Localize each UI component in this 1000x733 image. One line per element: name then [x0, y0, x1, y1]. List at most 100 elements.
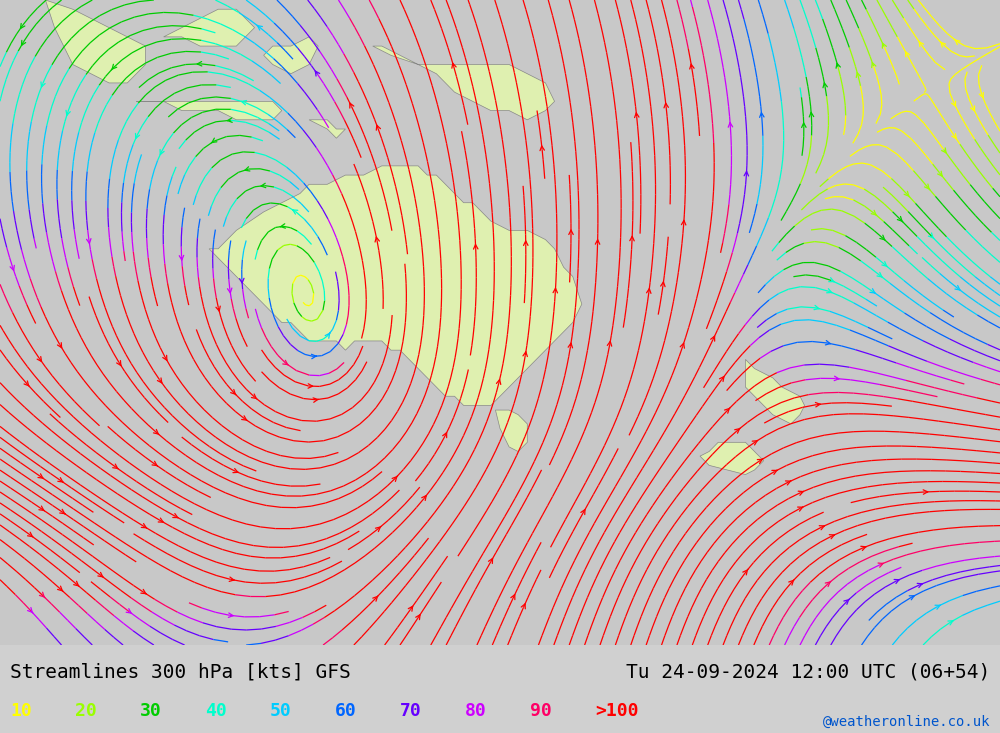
FancyArrowPatch shape	[952, 133, 956, 139]
FancyArrowPatch shape	[22, 40, 26, 45]
Polygon shape	[264, 37, 318, 74]
FancyArrowPatch shape	[829, 278, 834, 281]
FancyArrowPatch shape	[98, 572, 103, 578]
FancyArrowPatch shape	[173, 514, 178, 517]
FancyArrowPatch shape	[827, 289, 832, 292]
FancyArrowPatch shape	[772, 470, 777, 474]
FancyArrowPatch shape	[877, 273, 883, 278]
FancyArrowPatch shape	[20, 23, 25, 29]
FancyArrowPatch shape	[942, 148, 946, 152]
FancyArrowPatch shape	[233, 468, 238, 473]
FancyArrowPatch shape	[241, 100, 247, 105]
FancyArrowPatch shape	[909, 595, 915, 600]
FancyArrowPatch shape	[789, 580, 794, 585]
FancyArrowPatch shape	[630, 236, 634, 241]
FancyArrowPatch shape	[41, 82, 45, 87]
Text: Streamlines 300 hPa [kts] GFS: Streamlines 300 hPa [kts] GFS	[10, 663, 351, 682]
Polygon shape	[495, 410, 527, 452]
FancyArrowPatch shape	[870, 289, 876, 293]
FancyArrowPatch shape	[242, 416, 247, 421]
FancyArrowPatch shape	[744, 172, 749, 176]
FancyArrowPatch shape	[293, 210, 298, 214]
FancyArrowPatch shape	[690, 65, 694, 69]
FancyArrowPatch shape	[113, 464, 118, 469]
FancyArrowPatch shape	[829, 534, 835, 539]
FancyArrowPatch shape	[496, 380, 501, 385]
FancyArrowPatch shape	[872, 62, 876, 67]
Text: 60: 60	[335, 701, 357, 720]
FancyArrowPatch shape	[375, 237, 379, 242]
Text: 50: 50	[270, 701, 292, 720]
FancyArrowPatch shape	[917, 583, 922, 588]
FancyArrowPatch shape	[474, 245, 478, 249]
FancyArrowPatch shape	[906, 52, 910, 57]
FancyArrowPatch shape	[66, 111, 70, 115]
FancyArrowPatch shape	[971, 106, 975, 111]
Polygon shape	[45, 0, 145, 83]
FancyArrowPatch shape	[861, 546, 866, 550]
Polygon shape	[136, 101, 282, 119]
FancyArrowPatch shape	[28, 608, 33, 614]
FancyArrowPatch shape	[938, 172, 942, 176]
FancyArrowPatch shape	[894, 580, 899, 583]
FancyArrowPatch shape	[844, 599, 849, 604]
FancyArrowPatch shape	[229, 577, 234, 581]
FancyArrowPatch shape	[74, 581, 79, 586]
FancyArrowPatch shape	[257, 25, 262, 30]
FancyArrowPatch shape	[882, 43, 886, 48]
FancyArrowPatch shape	[825, 581, 831, 586]
FancyArrowPatch shape	[160, 150, 164, 155]
FancyArrowPatch shape	[540, 146, 544, 151]
FancyArrowPatch shape	[141, 523, 147, 528]
Text: 10: 10	[10, 701, 32, 720]
FancyArrowPatch shape	[897, 216, 903, 222]
FancyArrowPatch shape	[728, 122, 733, 128]
FancyArrowPatch shape	[117, 361, 121, 366]
FancyArrowPatch shape	[245, 167, 250, 171]
FancyArrowPatch shape	[251, 394, 257, 399]
FancyArrowPatch shape	[809, 112, 814, 117]
Polygon shape	[700, 442, 764, 474]
FancyArrowPatch shape	[283, 361, 288, 365]
FancyArrowPatch shape	[719, 377, 724, 381]
Text: @weatheronline.co.uk: @weatheronline.co.uk	[822, 715, 990, 729]
Polygon shape	[209, 166, 582, 405]
FancyArrowPatch shape	[87, 239, 91, 243]
Text: 40: 40	[205, 701, 227, 720]
FancyArrowPatch shape	[10, 265, 14, 270]
FancyArrowPatch shape	[38, 474, 44, 479]
FancyArrowPatch shape	[940, 42, 946, 47]
FancyArrowPatch shape	[664, 103, 668, 108]
FancyArrowPatch shape	[880, 235, 885, 240]
FancyArrowPatch shape	[836, 63, 840, 68]
FancyArrowPatch shape	[925, 184, 930, 190]
FancyArrowPatch shape	[979, 92, 983, 97]
FancyArrowPatch shape	[408, 606, 413, 611]
FancyArrowPatch shape	[952, 101, 956, 106]
FancyArrowPatch shape	[422, 496, 426, 501]
FancyArrowPatch shape	[923, 490, 928, 494]
FancyArrowPatch shape	[871, 210, 877, 216]
FancyArrowPatch shape	[60, 509, 65, 514]
FancyArrowPatch shape	[227, 118, 232, 122]
FancyArrowPatch shape	[376, 125, 380, 130]
FancyArrowPatch shape	[37, 356, 42, 361]
Polygon shape	[164, 10, 255, 46]
FancyArrowPatch shape	[680, 343, 684, 348]
FancyArrowPatch shape	[452, 63, 456, 68]
Text: 30: 30	[140, 701, 162, 720]
FancyArrowPatch shape	[802, 123, 806, 128]
FancyArrowPatch shape	[308, 384, 313, 388]
FancyArrowPatch shape	[725, 408, 730, 413]
FancyArrowPatch shape	[179, 255, 184, 260]
FancyArrowPatch shape	[607, 342, 612, 346]
FancyArrowPatch shape	[211, 138, 217, 143]
FancyArrowPatch shape	[153, 430, 159, 435]
Text: 80: 80	[465, 701, 487, 720]
FancyArrowPatch shape	[24, 381, 30, 386]
FancyArrowPatch shape	[227, 288, 232, 293]
FancyArrowPatch shape	[126, 608, 132, 614]
FancyArrowPatch shape	[216, 306, 220, 311]
FancyArrowPatch shape	[373, 596, 378, 601]
FancyArrowPatch shape	[240, 279, 244, 283]
